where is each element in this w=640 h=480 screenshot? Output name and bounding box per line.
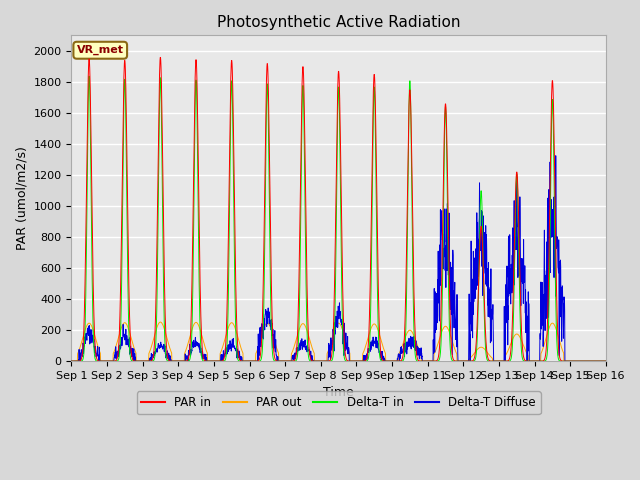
Legend: PAR in, PAR out, Delta-T in, Delta-T Diffuse: PAR in, PAR out, Delta-T in, Delta-T Dif… bbox=[136, 392, 541, 414]
Title: Photosynthetic Active Radiation: Photosynthetic Active Radiation bbox=[217, 15, 460, 30]
Text: VR_met: VR_met bbox=[77, 45, 124, 55]
Y-axis label: PAR (umol/m2/s): PAR (umol/m2/s) bbox=[15, 146, 28, 250]
X-axis label: Time: Time bbox=[323, 386, 354, 399]
